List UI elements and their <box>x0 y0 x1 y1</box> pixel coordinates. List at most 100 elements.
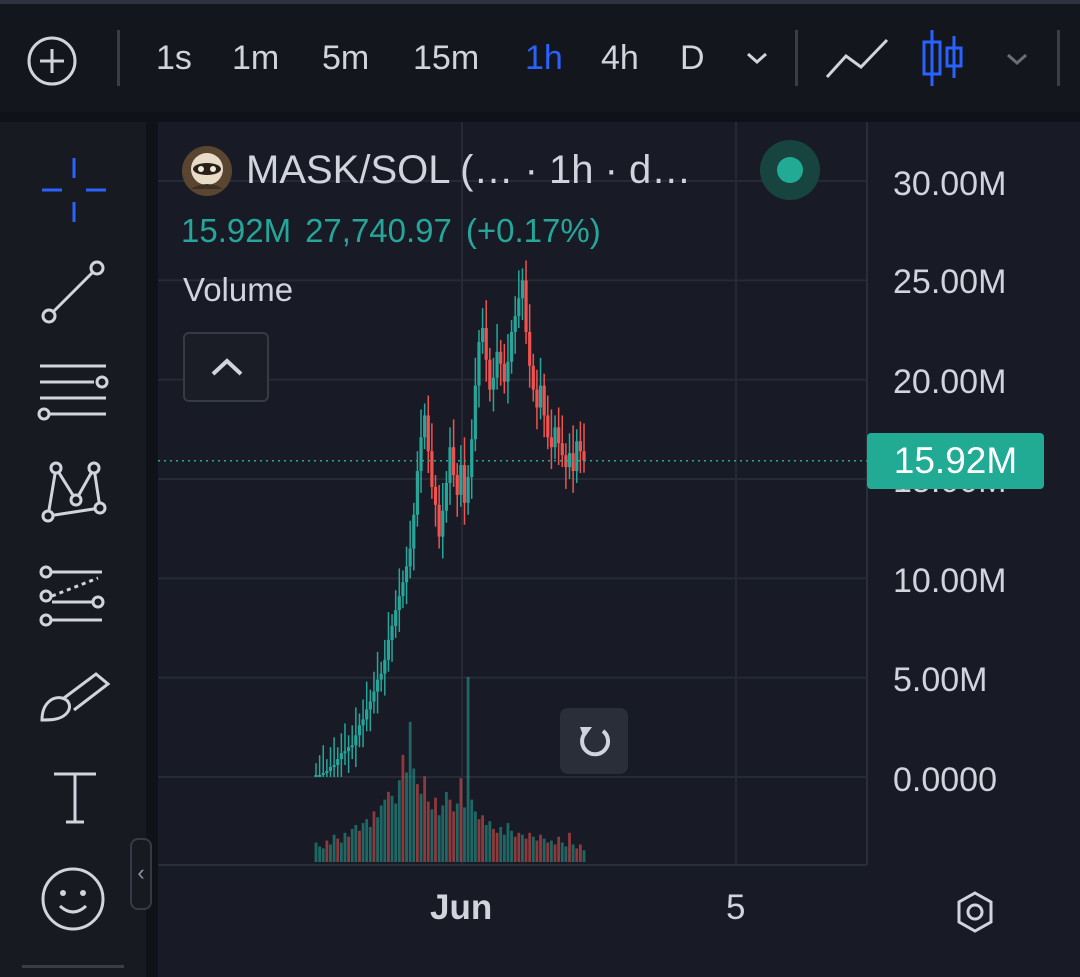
pattern-icon[interactable] <box>38 460 110 528</box>
candle-body <box>520 280 525 299</box>
candle-body <box>459 465 463 495</box>
add-indicator-icon[interactable] <box>26 35 78 87</box>
symbol-title[interactable]: MASK/SOL (… · 1h · d… <box>246 148 692 192</box>
candle-body <box>506 361 510 382</box>
top-toolbar: 1s 1m 5m 15m 1h 4h D <box>0 0 1080 112</box>
chevron-down-icon[interactable] <box>744 48 770 68</box>
candle-body <box>321 773 325 776</box>
brush-icon[interactable] <box>38 668 112 726</box>
candle-body <box>571 453 575 472</box>
volume-indicator-label[interactable]: Volume <box>183 271 294 308</box>
volume-bar <box>528 832 532 862</box>
horizontal-lines-icon[interactable] <box>36 360 112 424</box>
candle-body <box>542 385 546 416</box>
legend-last-value: 15.92M <box>181 212 292 249</box>
timeframe-D[interactable]: D <box>680 39 705 77</box>
volume-bar <box>459 778 463 862</box>
candle-body <box>535 389 539 408</box>
volume-bar <box>314 842 318 862</box>
volume-bar <box>318 846 322 862</box>
chart-panel <box>158 122 1080 977</box>
candle-body <box>455 475 459 495</box>
candle-body <box>430 451 434 487</box>
volume-bar <box>463 807 466 862</box>
volume-bar <box>531 836 535 862</box>
volume-bar <box>426 801 430 862</box>
candle-body <box>528 331 532 366</box>
prediction-icon[interactable] <box>36 564 108 628</box>
timeframe-1m[interactable]: 1m <box>232 39 280 77</box>
timeframe-1h[interactable]: 1h <box>525 39 563 77</box>
volume-bar <box>405 772 408 862</box>
volume-bar <box>455 803 459 862</box>
candle-body <box>575 441 579 472</box>
volume-bar <box>408 721 412 862</box>
volume-bar <box>553 844 557 862</box>
candle-body <box>368 701 372 710</box>
candle-body <box>361 719 365 726</box>
candle-body <box>567 453 572 468</box>
volume-bar <box>397 780 401 862</box>
emoji-icon[interactable] <box>40 866 106 932</box>
candle-body <box>513 316 517 332</box>
candle-body <box>343 751 347 754</box>
candle-body <box>426 415 430 452</box>
candle-body <box>524 280 528 332</box>
candle-body <box>499 351 503 364</box>
candle-body <box>560 443 564 456</box>
candle-body <box>437 504 441 537</box>
volume-bar <box>513 836 517 862</box>
y-tick-label: 10.00M <box>893 562 1007 600</box>
candle-body <box>423 415 427 438</box>
candle-body <box>415 471 420 515</box>
volume-bar <box>390 795 394 862</box>
crosshair-icon[interactable] <box>40 156 108 224</box>
toolbar-separator <box>117 30 120 86</box>
chevron-down-icon[interactable] <box>1004 50 1030 68</box>
candle-body <box>484 328 488 360</box>
legend-values: 15.92M 27,740.97 (+0.17%) <box>181 212 615 250</box>
text-icon[interactable] <box>50 770 100 826</box>
timeframe-5m[interactable]: 5m <box>322 39 370 77</box>
volume-bar <box>488 821 492 862</box>
timeframe-1s[interactable]: 1s <box>156 39 192 77</box>
candles-chart-icon[interactable] <box>918 28 966 88</box>
legend-change: (+0.17%) <box>465 212 601 249</box>
volume-bar <box>521 834 524 862</box>
timeframe-15m[interactable]: 15m <box>413 39 480 77</box>
candle-body <box>318 775 322 778</box>
candle-body <box>517 298 521 317</box>
candle-body <box>582 451 586 461</box>
volume-bar <box>430 809 434 862</box>
sidebar-toggle-button[interactable]: ‹ <box>130 838 152 910</box>
settings-icon[interactable] <box>953 890 997 934</box>
volume-bar <box>343 832 347 862</box>
reset-icon <box>580 727 611 757</box>
volume-bar <box>539 834 542 862</box>
chart-plot[interactable] <box>158 122 1080 977</box>
volume-bar <box>568 832 571 862</box>
reset-chart-button[interactable] <box>560 708 628 774</box>
candle-body <box>354 735 358 746</box>
volume-bar <box>347 836 350 862</box>
toolbar-separator <box>795 30 798 86</box>
volume-bar <box>571 844 575 862</box>
last-price-badge: 15.92M <box>867 433 1044 489</box>
line-chart-icon[interactable] <box>824 36 890 82</box>
volume-bar <box>419 793 423 862</box>
candle-body <box>466 477 470 503</box>
candle-body <box>419 437 423 472</box>
candle-body <box>375 679 380 692</box>
candle-body <box>365 709 369 720</box>
candle-body <box>549 437 554 448</box>
market-status-icon[interactable] <box>760 140 820 200</box>
y-tick-label: 25.00M <box>893 263 1007 301</box>
candle-body <box>502 363 506 382</box>
candle-body <box>509 331 514 362</box>
volume-bar <box>510 830 513 862</box>
trend-line-icon[interactable] <box>40 259 106 325</box>
timeframe-4h[interactable]: 4h <box>601 39 639 77</box>
collapse-legend-button[interactable] <box>183 332 269 402</box>
volume-bar <box>492 828 495 862</box>
volume-bar <box>564 846 568 862</box>
